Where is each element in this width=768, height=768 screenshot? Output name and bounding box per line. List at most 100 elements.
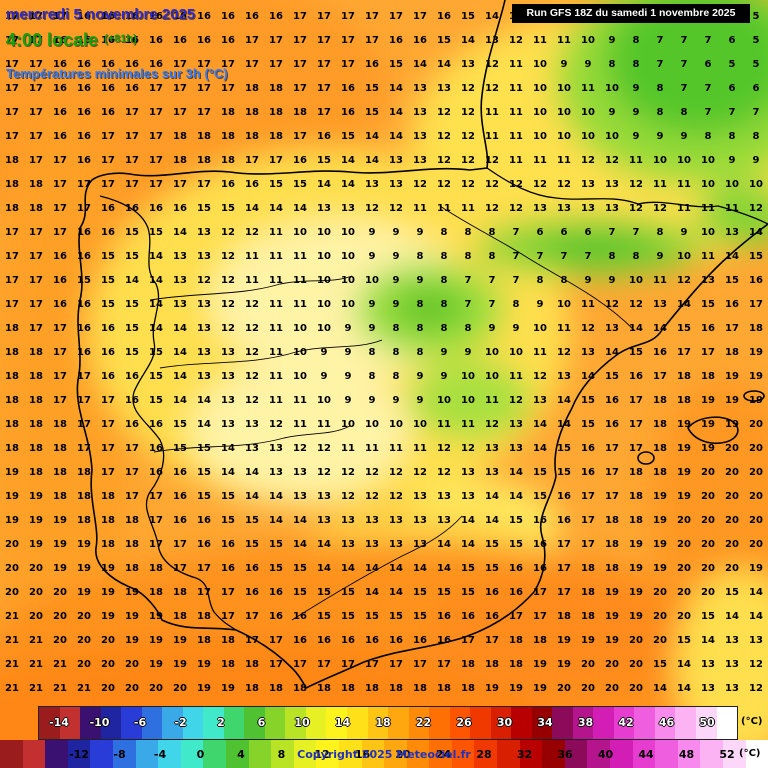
temp-value: 20 (725, 515, 739, 526)
temp-value: 17 (149, 539, 163, 550)
temp-value: 19 (629, 539, 643, 550)
temp-value: 18 (221, 131, 235, 142)
temp-value: 12 (221, 251, 235, 262)
temp-value: 12 (749, 659, 763, 670)
temp-value: 15 (125, 251, 139, 262)
temp-value: 19 (125, 611, 139, 622)
temp-value: 21 (5, 611, 19, 622)
temp-value: 8 (416, 299, 424, 310)
temp-value: 7 (680, 83, 688, 94)
temp-value: 17 (701, 347, 715, 358)
temp-value: 16 (269, 587, 283, 598)
temp-value: 20 (629, 683, 643, 694)
temp-value: 9 (416, 275, 424, 286)
temp-value: 11 (461, 203, 475, 214)
temp-value: 17 (221, 59, 235, 70)
temp-value: 18 (173, 131, 187, 142)
temp-value: 17 (245, 155, 259, 166)
temp-value: 16 (173, 11, 187, 22)
temp-value: 17 (509, 611, 523, 622)
temp-value: 9 (368, 323, 376, 334)
temp-value: 13 (197, 371, 211, 382)
color-scale-cell (593, 707, 614, 739)
temp-value: 18 (317, 683, 331, 694)
temp-value: 16 (77, 11, 91, 22)
temp-value: 14 (701, 635, 715, 646)
temp-value: 13 (533, 395, 547, 406)
temp-value: 20 (557, 683, 571, 694)
temp-value: 19 (653, 563, 667, 574)
temp-value: 16 (293, 611, 307, 622)
temp-value: 20 (581, 659, 595, 670)
temp-value: 17 (101, 467, 115, 478)
temp-value: 12 (245, 323, 259, 334)
temp-value: 16 (221, 539, 235, 550)
temp-value: 16 (413, 35, 427, 46)
temp-value: 17 (485, 635, 499, 646)
temp-value: 18 (653, 395, 667, 406)
temp-value: 12 (605, 155, 619, 166)
temp-value: 9 (344, 371, 352, 382)
temp-value: 17 (653, 371, 667, 382)
temp-value: 9 (608, 107, 616, 118)
temp-value: 20 (125, 659, 139, 670)
temp-value: 13 (413, 155, 427, 166)
temp-value: 9 (392, 395, 400, 406)
temp-value: 18 (365, 683, 379, 694)
country-borders (99, 167, 768, 631)
temp-value: 14 (389, 83, 403, 94)
color-scale-cell (67, 740, 91, 768)
temp-value: 10 (533, 131, 547, 142)
temp-value: 17 (269, 155, 283, 166)
temp-value: 7 (680, 35, 688, 46)
temp-value: 10 (413, 419, 427, 430)
color-scale-cell (180, 740, 204, 768)
temp-value: 20 (101, 635, 115, 646)
temp-value: 13 (725, 635, 739, 646)
temp-value: 18 (77, 515, 91, 526)
temp-value: 17 (5, 83, 19, 94)
temp-value: 8 (656, 83, 664, 94)
temp-value: 18 (269, 131, 283, 142)
scale-label-bottom: 48 (678, 748, 695, 761)
temp-value: 11 (701, 203, 715, 214)
temp-value: 12 (293, 443, 307, 454)
temp-value: 14 (461, 35, 475, 46)
temp-value: 11 (629, 155, 643, 166)
color-scale-cell (696, 707, 717, 739)
color-scale-cell (632, 740, 656, 768)
temp-value: 16 (197, 35, 211, 46)
temp-value: 17 (101, 155, 115, 166)
temp-value: 20 (77, 659, 91, 670)
temp-value: 19 (677, 443, 691, 454)
temp-value: 7 (464, 299, 472, 310)
color-scale-cell (388, 707, 409, 739)
temp-value: 17 (173, 563, 187, 574)
temp-value: 12 (269, 419, 283, 430)
temp-value: 11 (509, 155, 523, 166)
temp-value: 20 (677, 515, 691, 526)
temp-value: 13 (293, 467, 307, 478)
temp-value: 15 (605, 371, 619, 382)
temp-value: 17 (317, 659, 331, 670)
temp-value: 17 (581, 491, 595, 502)
temp-value: 12 (461, 131, 475, 142)
temp-value: 17 (101, 179, 115, 190)
temp-value: 17 (557, 587, 571, 598)
temp-value: 17 (221, 587, 235, 598)
temp-value: 10 (533, 83, 547, 94)
temp-value: 17 (53, 203, 67, 214)
temp-value: 18 (125, 515, 139, 526)
temp-value: 19 (101, 611, 115, 622)
temp-value: 8 (656, 107, 664, 118)
temp-value: 11 (557, 35, 571, 46)
temp-value: 16 (437, 611, 451, 622)
temp-value: 12 (197, 275, 211, 286)
temp-value: 20 (29, 587, 43, 598)
temp-value: 12 (317, 443, 331, 454)
temp-value: 19 (533, 683, 547, 694)
temp-value: 15 (149, 395, 163, 406)
temp-value: 14 (485, 515, 499, 526)
temp-value: 13 (293, 491, 307, 502)
